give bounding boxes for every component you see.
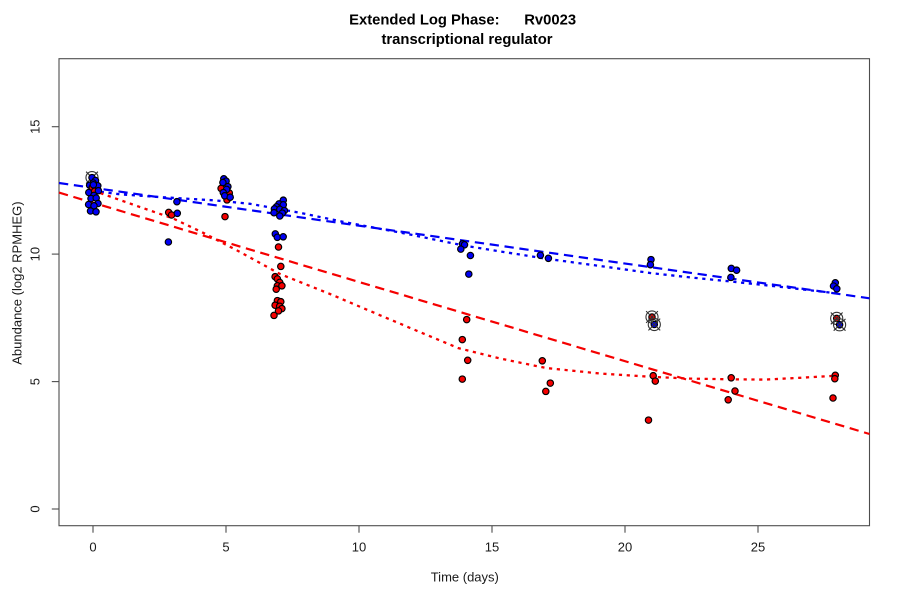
svg-text:transcriptional regulator: transcriptional regulator — [381, 32, 552, 48]
svg-text:0: 0 — [89, 540, 96, 555]
svg-text:Abundance (log2 RPMHEG): Abundance (log2 RPMHEG) — [10, 201, 25, 364]
svg-text:15: 15 — [28, 119, 43, 133]
svg-text:10: 10 — [352, 540, 366, 555]
svg-text:Time (days): Time (days) — [431, 570, 499, 585]
svg-text:25: 25 — [751, 540, 765, 555]
svg-text:5: 5 — [222, 540, 229, 555]
svg-text:5: 5 — [28, 378, 43, 385]
svg-text:10: 10 — [28, 247, 43, 261]
svg-text:15: 15 — [485, 540, 499, 555]
svg-text:Extended Log Phase: Rv002: Extended Log Phase: Rv0023 — [349, 13, 576, 29]
svg-text:20: 20 — [618, 540, 632, 555]
svg-text:0: 0 — [28, 505, 43, 512]
